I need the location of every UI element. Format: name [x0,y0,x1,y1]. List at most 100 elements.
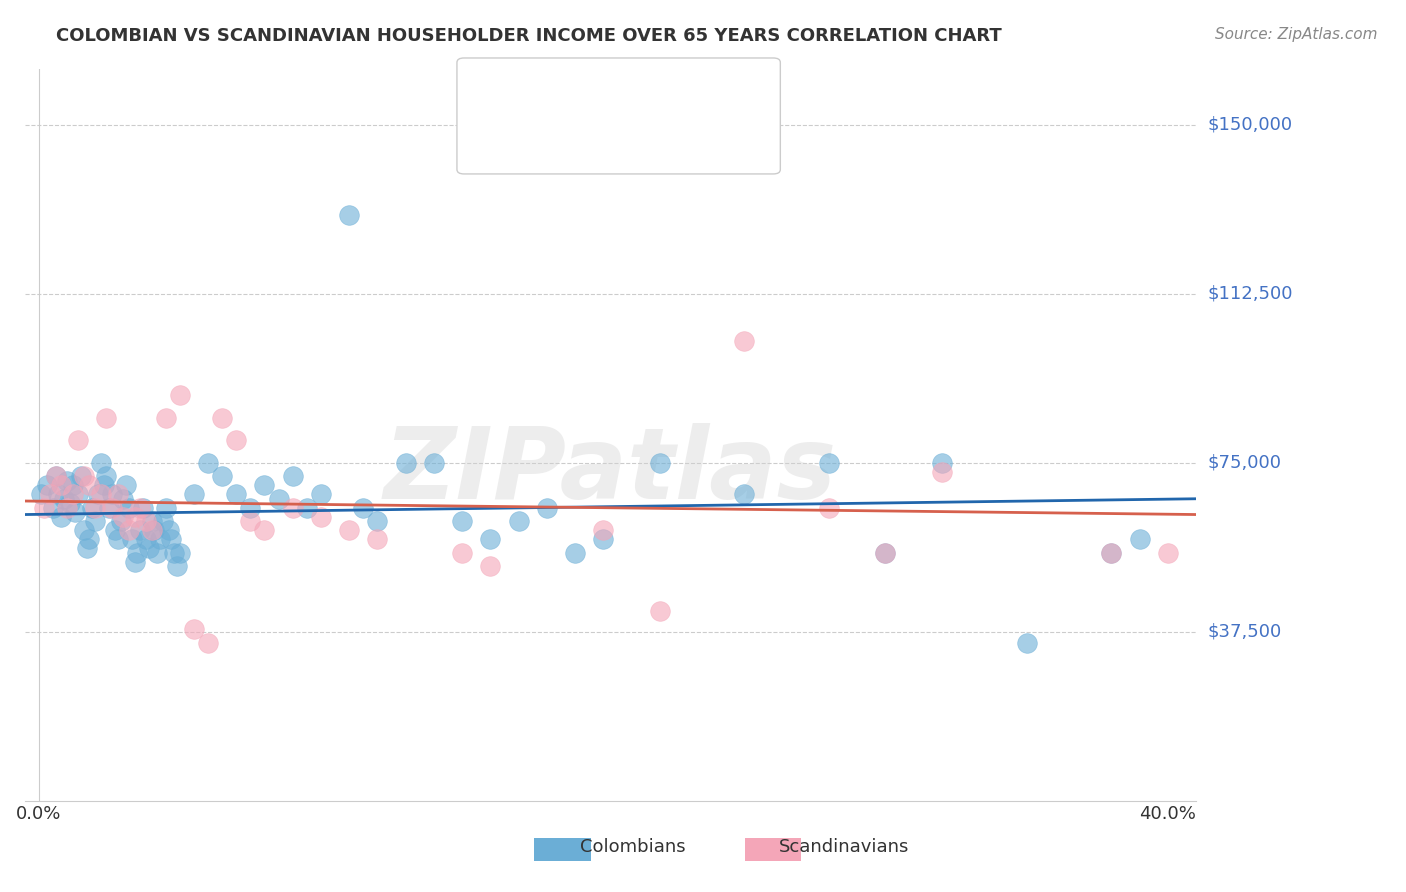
Point [34,500,56,515]
Point [197,636,219,650]
Point [79,533,101,547]
Text: N = 42: N = 42 [672,131,745,150]
Point [31,487,53,501]
Text: R =  0.029: R = 0.029 [536,85,650,103]
Point [366,533,388,547]
Point [39,487,62,501]
Point [112,491,135,506]
Point [451,546,474,560]
Point [479,533,502,547]
Point [169,546,191,560]
Point [112,509,135,524]
Point [132,500,155,515]
Point [124,509,146,524]
Point [267,491,290,506]
Point [135,514,157,528]
Point [253,524,276,538]
Text: $150,000: $150,000 [1208,116,1292,134]
Point [101,500,124,515]
Point [309,509,332,524]
Point [37,478,59,492]
Point [129,500,152,515]
Point [1099,546,1122,560]
Point [62,478,84,492]
Point [76,541,98,556]
Point [127,546,149,560]
Point [818,500,841,515]
Point [169,388,191,402]
Point [211,469,233,483]
Text: $75,000: $75,000 [1208,454,1281,472]
Point [59,496,82,510]
Point [90,487,112,501]
Point [73,469,96,483]
Point [118,500,141,515]
Point [253,478,276,492]
Point [141,524,163,538]
Text: $112,500: $112,500 [1208,285,1292,302]
Point [394,456,416,470]
Point [281,469,304,483]
Point [183,623,205,637]
Point [239,514,262,528]
Point [107,533,129,547]
Point [1015,636,1038,650]
Point [536,500,558,515]
Point [56,500,79,515]
Point [733,487,755,501]
Point [281,500,304,515]
Point [155,500,177,515]
Point [931,456,953,470]
Point [42,500,65,515]
Point [84,514,107,528]
Text: Source: ZipAtlas.com: Source: ZipAtlas.com [1215,27,1378,42]
Text: $37,500: $37,500 [1208,623,1281,640]
Point [592,524,614,538]
Point [93,478,115,492]
Point [65,505,87,519]
Point [163,546,186,560]
Point [135,533,157,547]
Point [82,500,104,515]
Point [648,456,671,470]
Point [225,487,247,501]
Point [118,524,141,538]
Point [337,208,360,222]
Point [160,533,183,547]
Point [56,474,79,488]
Point [225,433,247,447]
Point [931,465,953,479]
Point [110,514,132,528]
Point [129,524,152,538]
Point [366,514,388,528]
Text: R = -0.051: R = -0.051 [536,131,651,150]
Point [309,487,332,501]
Point [101,487,124,501]
Point [138,541,160,556]
Point [51,509,73,524]
Point [73,524,96,538]
Point [479,559,502,574]
Point [51,478,73,492]
Point [1128,533,1150,547]
Point [87,487,110,501]
Point [197,456,219,470]
Point [67,487,90,501]
Point [1099,546,1122,560]
Text: COLOMBIAN VS SCANDINAVIAN HOUSEHOLDER INCOME OVER 65 YEARS CORRELATION CHART: COLOMBIAN VS SCANDINAVIAN HOUSEHOLDER IN… [56,27,1002,45]
Point [45,469,67,483]
Point [90,456,112,470]
Point [152,514,174,528]
Point [157,524,180,538]
Point [149,533,172,547]
Point [239,500,262,515]
Point [166,559,188,574]
Point [104,524,127,538]
Point [733,334,755,348]
Point [96,469,118,483]
Text: ZIPatlas: ZIPatlas [384,423,837,520]
Point [1157,546,1180,560]
Point [295,500,318,515]
Point [508,514,530,528]
Point [98,500,121,515]
